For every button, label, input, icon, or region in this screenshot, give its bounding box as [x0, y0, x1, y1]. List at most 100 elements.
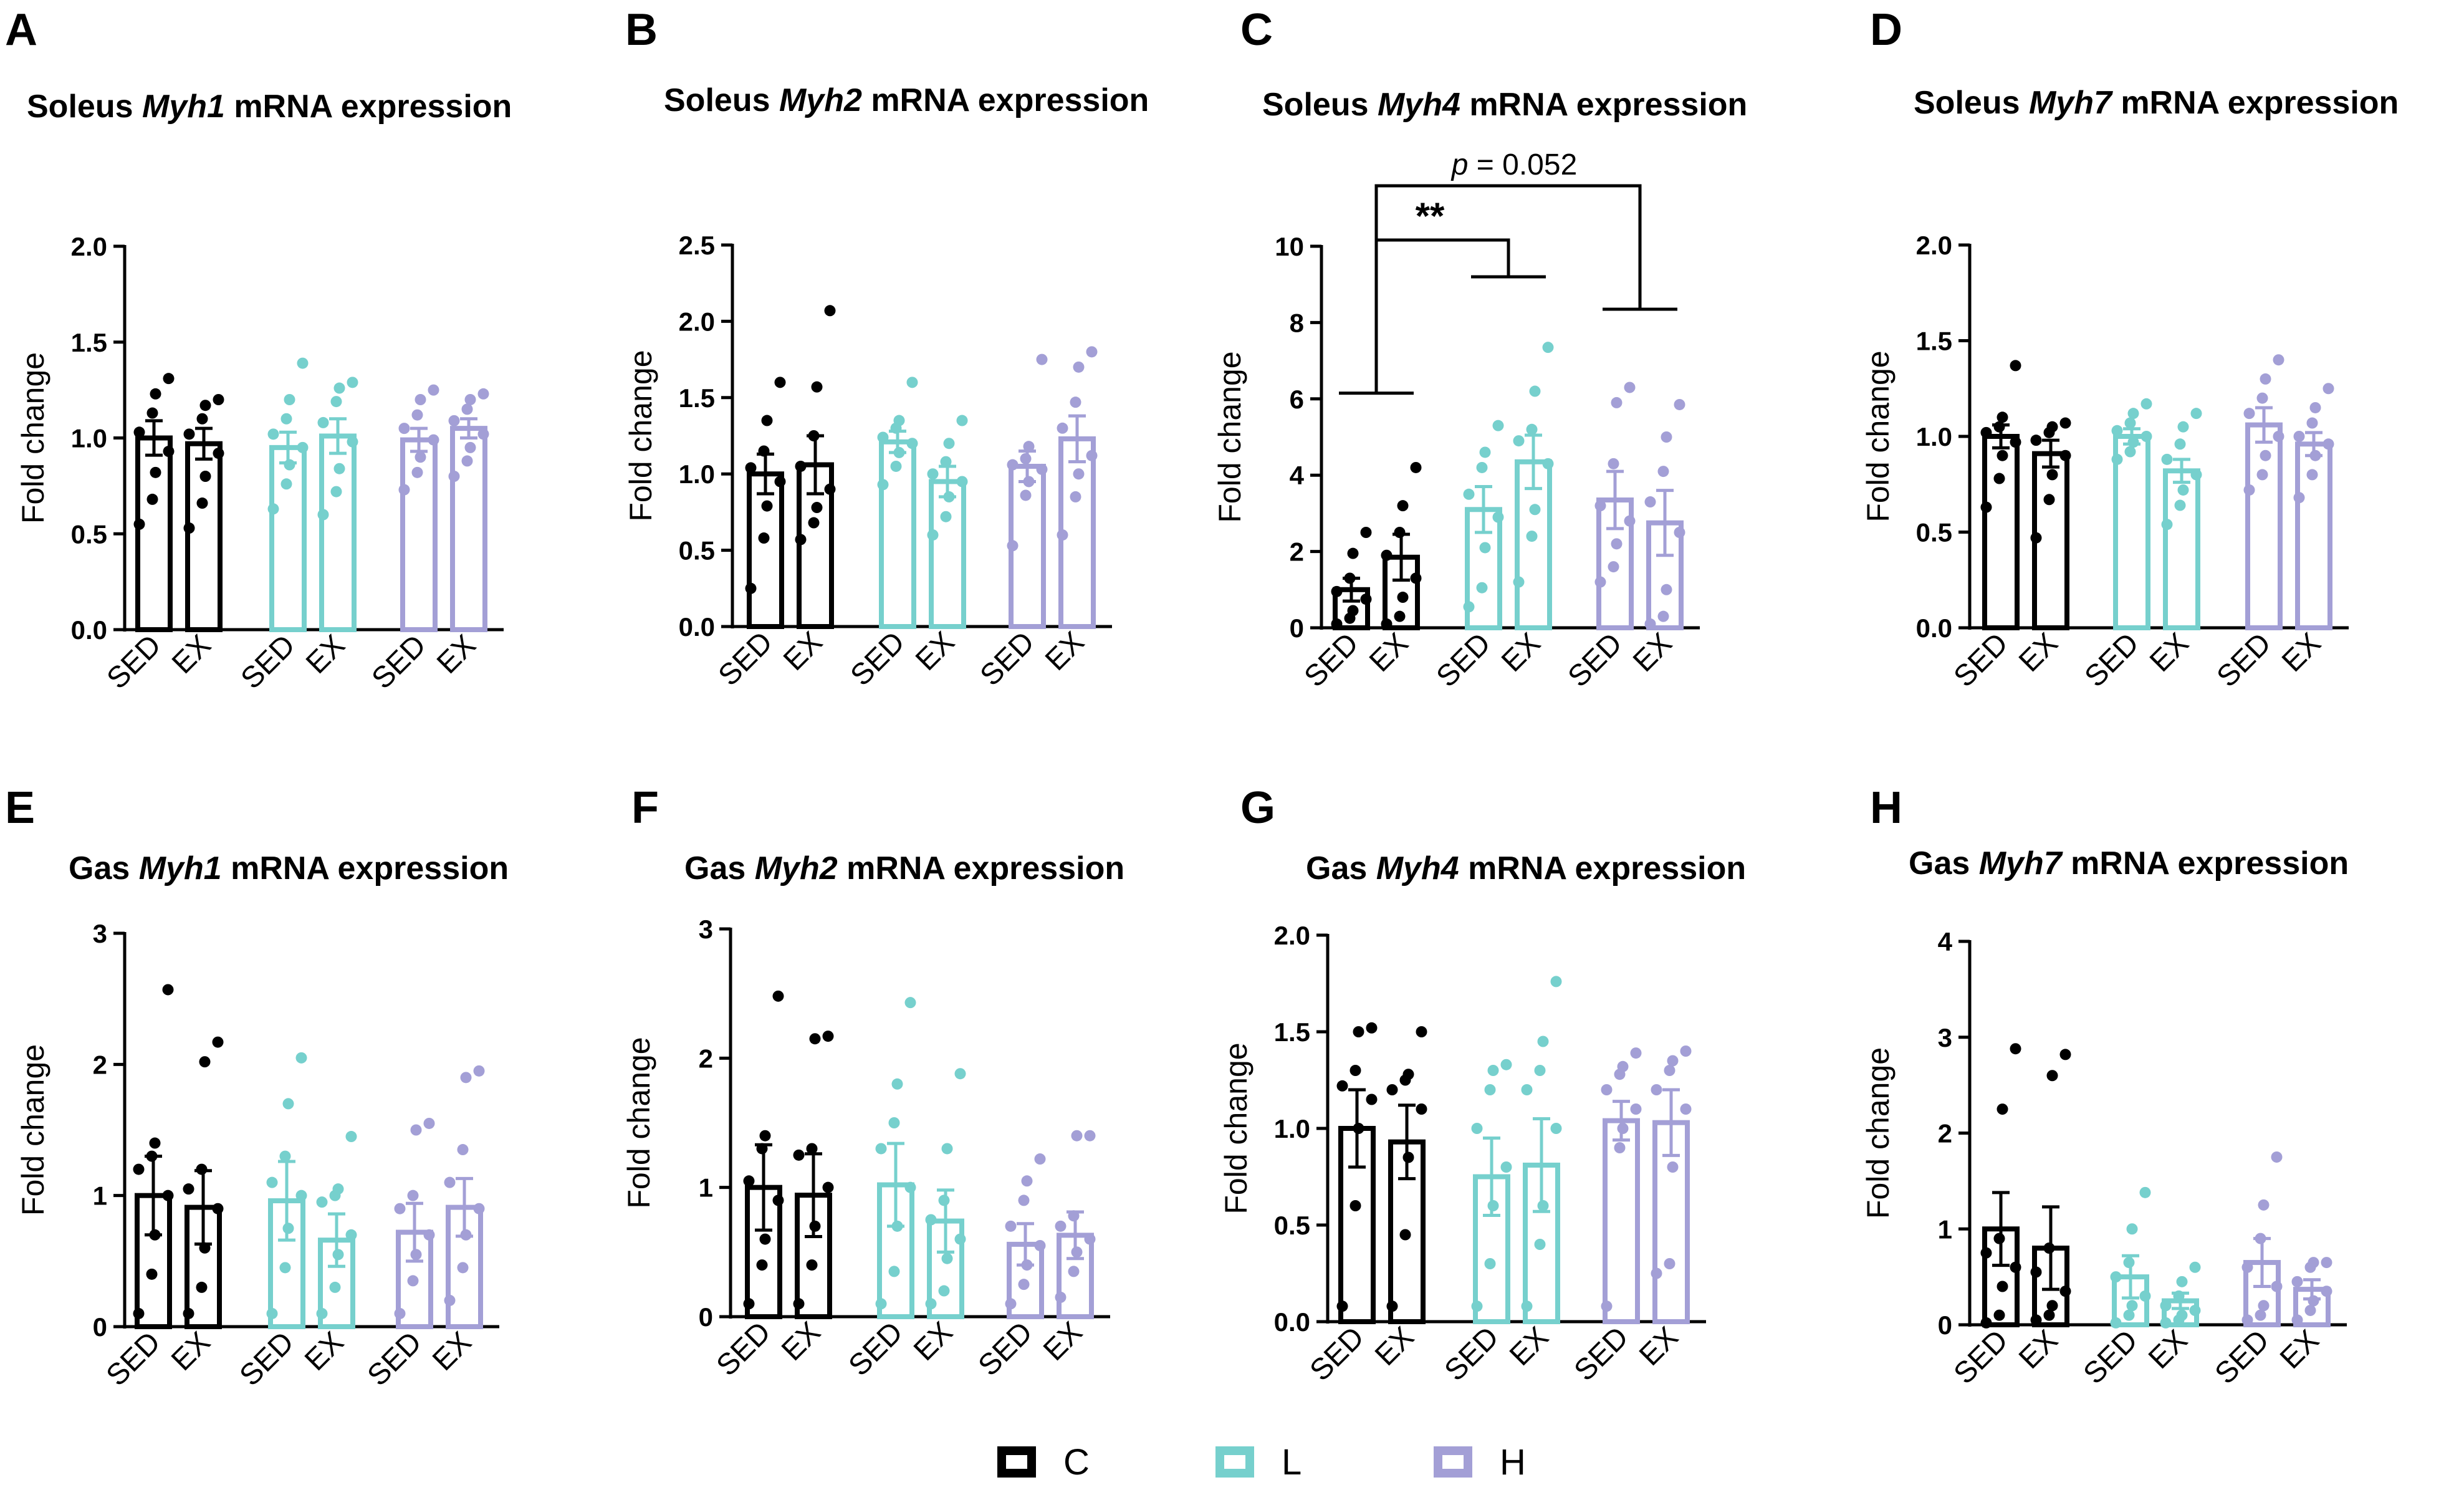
data-point — [2309, 449, 2321, 461]
y-tick-label: 2 — [1290, 537, 1304, 567]
data-point — [316, 1196, 328, 1208]
data-point — [1381, 549, 1393, 561]
data-point — [2161, 453, 2173, 465]
data-point — [146, 407, 158, 419]
x-tick-label: SED — [1298, 627, 1365, 693]
data-point — [1513, 435, 1525, 447]
data-point — [1521, 1084, 1533, 1095]
x-tick-label: SED — [2211, 627, 2278, 693]
data-point — [795, 534, 807, 546]
x-tick-label: SED — [2209, 1324, 2276, 1390]
data-point — [1055, 1220, 1067, 1232]
data-point — [1529, 385, 1541, 397]
data-point — [2043, 1309, 2055, 1321]
data-point — [2293, 492, 2305, 504]
data-point — [2046, 469, 2058, 481]
data-point — [1360, 527, 1372, 538]
data-point — [149, 1229, 161, 1241]
data-point — [1526, 531, 1538, 542]
data-point — [162, 1190, 174, 1201]
data-point — [280, 413, 292, 425]
chart-title-gene: Myh4 — [1378, 87, 1460, 123]
data-point — [941, 1252, 953, 1264]
data-point — [1463, 488, 1475, 500]
data-point — [2010, 1261, 2021, 1273]
data-point — [1071, 1246, 1083, 1258]
chart-title-gene: Myh2 — [779, 82, 862, 118]
data-point — [297, 357, 309, 369]
data-point — [199, 1056, 211, 1068]
y-tick-label: 1.0 — [1916, 422, 1952, 451]
data-point — [410, 1124, 422, 1136]
data-point — [2323, 383, 2334, 395]
data-point — [460, 1229, 472, 1241]
bar — [1982, 434, 2020, 630]
data-point — [811, 502, 823, 514]
chart-title-gene: Myh7 — [1979, 845, 2063, 882]
x-tick-label: EX — [431, 628, 482, 680]
data-point — [1542, 458, 1554, 469]
y-axis-label: Fold change — [16, 1044, 50, 1216]
x-tick-label: EX — [775, 1315, 827, 1367]
data-point — [1036, 463, 1048, 475]
data-point — [2140, 398, 2152, 410]
data-point — [2306, 469, 2318, 481]
data-point — [1084, 1130, 1096, 1142]
data-point — [410, 1249, 422, 1261]
y-tick-label: 0.5 — [71, 519, 107, 549]
data-point — [1630, 1047, 1642, 1059]
x-tick-label: SED — [100, 1325, 167, 1392]
data-point — [473, 1065, 485, 1077]
chart-title-suffix: mRNA expression — [862, 82, 1149, 118]
data-point — [1997, 449, 2008, 461]
x-tick-label: EX — [1495, 627, 1547, 678]
chart-title-suffix: mRNA expression — [2112, 85, 2399, 121]
y-tick-label: 0.5 — [1274, 1211, 1310, 1240]
data-point — [1073, 468, 1085, 480]
x-tick-label: SED — [845, 625, 911, 692]
data-point — [317, 416, 329, 428]
data-point — [1020, 489, 1032, 501]
y-tick-label: 2 — [699, 1044, 713, 1073]
data-point — [1068, 1266, 1080, 1277]
data-point — [1500, 1059, 1512, 1070]
data-point — [1997, 411, 2008, 423]
data-point — [2304, 1304, 2316, 1316]
data-point — [2124, 417, 2136, 429]
data-point — [2043, 1242, 2055, 1254]
sig-bracket — [1374, 238, 1510, 393]
data-point — [1057, 422, 1068, 434]
data-point — [1537, 1200, 1549, 1211]
data-point — [411, 409, 423, 421]
panel-e: E Gas Myh1 mRNA expression 0 1 2 3 Fold change… — [5, 783, 509, 1393]
data-point — [1344, 572, 1356, 584]
data-point — [163, 446, 175, 458]
data-point — [1479, 542, 1491, 554]
data-point — [2030, 1314, 2042, 1326]
data-point — [267, 428, 279, 440]
data-point — [1980, 501, 1992, 513]
data-point — [1550, 976, 1562, 988]
data-point — [809, 1033, 821, 1045]
data-point — [774, 476, 786, 488]
data-point — [2323, 438, 2334, 450]
data-point — [745, 462, 757, 474]
data-point — [1007, 540, 1019, 552]
data-point — [1534, 1065, 1546, 1076]
data-point — [212, 1203, 224, 1214]
data-point — [925, 1298, 937, 1310]
y-tick-label: 10 — [1275, 232, 1304, 261]
data-point — [772, 990, 784, 1002]
data-point — [904, 1181, 916, 1193]
data-point — [2177, 421, 2189, 433]
data-point — [2173, 1290, 2185, 1302]
data-point — [457, 1144, 469, 1156]
panel-a: A Soleus Myh1 mRNA expression 0.0 0.5 1.0 1.5… — [5, 5, 512, 696]
y-tick-label: 1 — [1938, 1214, 1952, 1244]
data-point — [477, 388, 489, 400]
data-point — [1386, 1084, 1398, 1095]
panel-letter: C — [1240, 5, 1273, 55]
x-tick-label: EX — [2276, 627, 2327, 678]
chart-title: Gas Myh7 mRNA expression — [1909, 845, 2349, 882]
data-point — [1018, 1194, 1030, 1206]
